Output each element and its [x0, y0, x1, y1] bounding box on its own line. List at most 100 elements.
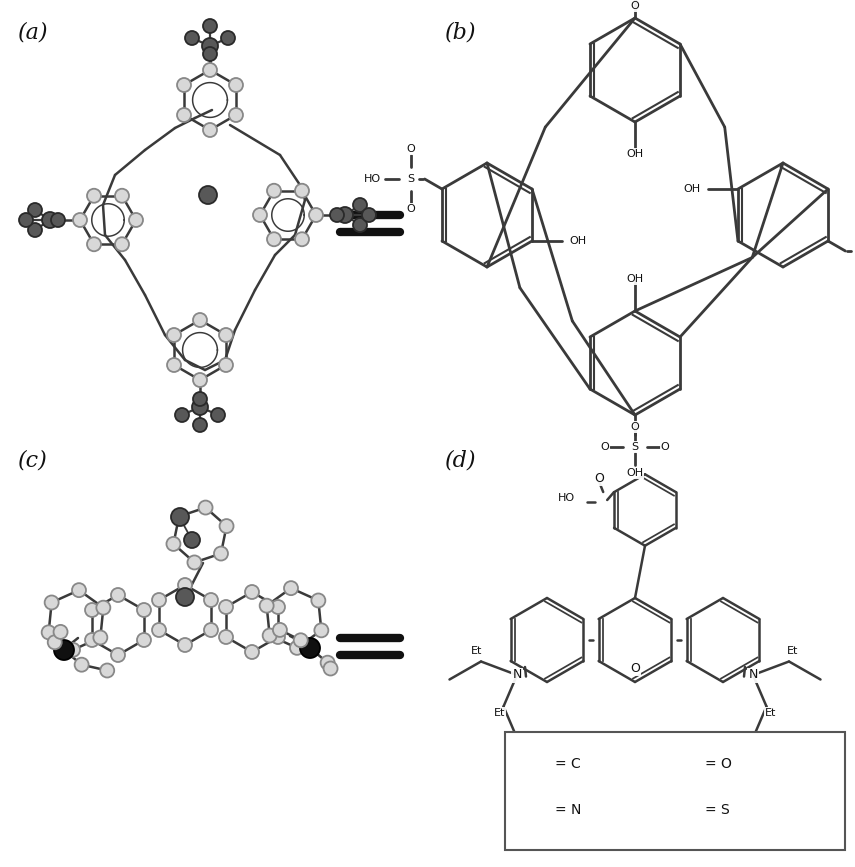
Circle shape: [202, 38, 218, 54]
Circle shape: [214, 546, 228, 561]
Circle shape: [211, 408, 225, 422]
Text: = C: = C: [555, 757, 581, 771]
Text: OH: OH: [569, 236, 587, 246]
Text: (d): (d): [445, 450, 476, 472]
Circle shape: [337, 207, 353, 223]
Circle shape: [85, 633, 99, 647]
Text: = O: = O: [705, 757, 732, 771]
Text: O: O: [600, 442, 610, 452]
Circle shape: [152, 623, 166, 637]
Circle shape: [671, 750, 699, 778]
Text: O: O: [661, 442, 669, 452]
Circle shape: [129, 213, 143, 227]
Circle shape: [193, 313, 207, 327]
Circle shape: [72, 583, 86, 597]
Circle shape: [295, 184, 309, 198]
Text: Et: Et: [765, 707, 776, 718]
Circle shape: [245, 585, 259, 599]
Circle shape: [85, 603, 99, 617]
Bar: [505, 732, 845, 850]
Circle shape: [111, 588, 125, 602]
Text: = N: = N: [555, 803, 581, 817]
Circle shape: [185, 31, 199, 45]
Circle shape: [193, 373, 207, 387]
Circle shape: [295, 232, 309, 246]
Circle shape: [219, 630, 233, 644]
Text: = S: = S: [705, 803, 730, 817]
Circle shape: [177, 108, 191, 122]
Text: S: S: [407, 174, 414, 184]
Circle shape: [193, 392, 207, 406]
Circle shape: [262, 629, 277, 642]
Circle shape: [199, 186, 217, 204]
Circle shape: [245, 645, 259, 659]
Circle shape: [66, 642, 80, 657]
Circle shape: [100, 663, 115, 677]
Circle shape: [19, 213, 33, 227]
Circle shape: [115, 238, 129, 251]
Circle shape: [74, 658, 89, 672]
Circle shape: [300, 638, 320, 658]
Circle shape: [219, 328, 233, 342]
Circle shape: [28, 223, 42, 237]
Circle shape: [203, 19, 217, 33]
Circle shape: [220, 519, 233, 533]
Circle shape: [172, 510, 186, 524]
Circle shape: [362, 208, 376, 222]
Circle shape: [184, 532, 200, 548]
Circle shape: [267, 232, 281, 246]
Circle shape: [177, 78, 191, 92]
Text: Et: Et: [787, 647, 799, 656]
Circle shape: [54, 625, 68, 639]
Text: HO: HO: [364, 174, 381, 184]
Circle shape: [353, 198, 367, 212]
Circle shape: [353, 218, 367, 232]
Circle shape: [42, 625, 56, 639]
Circle shape: [204, 593, 218, 607]
Circle shape: [221, 31, 235, 45]
Circle shape: [271, 630, 285, 644]
Text: O: O: [594, 472, 604, 485]
Circle shape: [192, 399, 208, 415]
Circle shape: [309, 208, 323, 222]
Circle shape: [187, 556, 202, 570]
Text: N: N: [512, 668, 522, 681]
Circle shape: [203, 123, 217, 137]
Circle shape: [167, 358, 181, 372]
Circle shape: [219, 358, 233, 372]
Circle shape: [311, 594, 326, 608]
Circle shape: [671, 796, 699, 824]
Circle shape: [178, 578, 192, 592]
Circle shape: [93, 630, 108, 644]
Circle shape: [48, 636, 62, 649]
Circle shape: [521, 796, 549, 824]
Circle shape: [290, 641, 304, 655]
Circle shape: [323, 662, 338, 675]
Circle shape: [111, 648, 125, 662]
Circle shape: [321, 655, 334, 669]
Text: HO: HO: [558, 493, 575, 503]
Circle shape: [271, 600, 285, 614]
Circle shape: [44, 596, 59, 610]
Text: O: O: [406, 204, 415, 214]
Circle shape: [253, 208, 267, 222]
Text: Et: Et: [494, 707, 505, 718]
Text: OH: OH: [627, 149, 644, 159]
Text: (c): (c): [18, 450, 48, 472]
Circle shape: [28, 203, 42, 217]
Circle shape: [204, 623, 218, 637]
Circle shape: [219, 600, 233, 614]
Circle shape: [171, 508, 189, 526]
Circle shape: [176, 588, 194, 606]
Text: OH: OH: [683, 184, 700, 194]
Circle shape: [294, 633, 308, 648]
Circle shape: [152, 593, 166, 607]
Circle shape: [193, 418, 207, 432]
Text: (a): (a): [18, 22, 49, 44]
Circle shape: [167, 328, 181, 342]
Circle shape: [229, 78, 243, 92]
Text: O: O: [406, 144, 415, 154]
Text: O: O: [631, 1, 640, 11]
Circle shape: [273, 623, 287, 637]
Circle shape: [229, 108, 243, 122]
